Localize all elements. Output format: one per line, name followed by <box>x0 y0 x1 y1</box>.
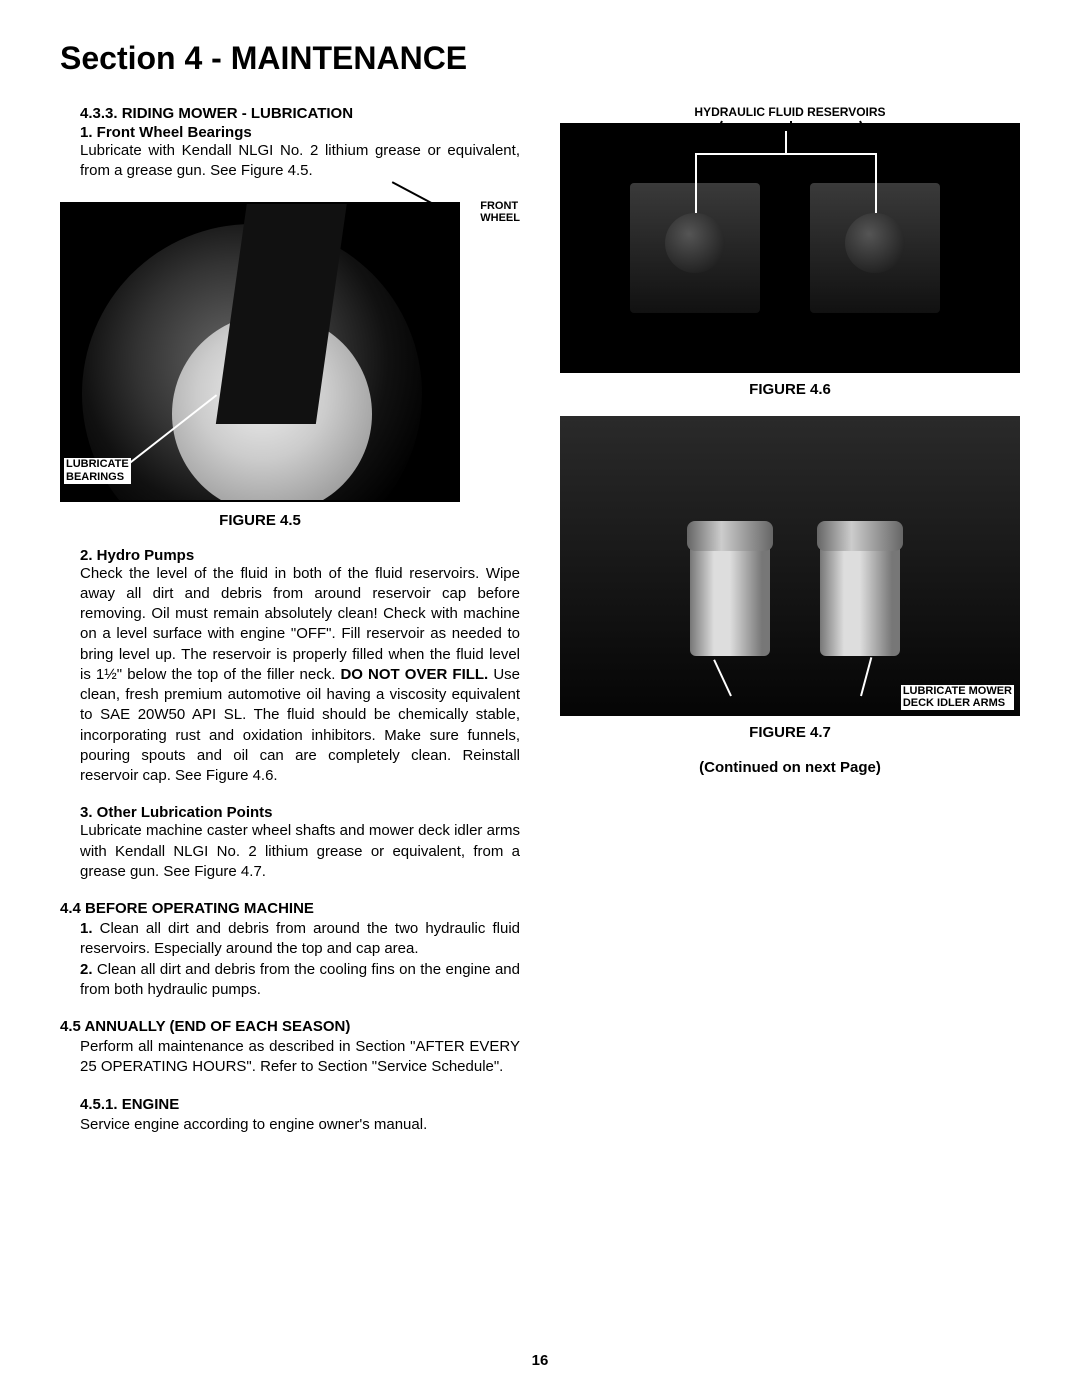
figure-4-6-caption: FIGURE 4.6 <box>560 381 1020 398</box>
figure-4-5: FRONT WHEEL LUBRICATE BEARINGS <box>60 202 520 502</box>
figure-4-5-photo <box>60 202 460 502</box>
subheading-front-wheel: 1. Front Wheel Bearings <box>80 124 520 141</box>
figure-4-6-photo <box>560 123 1020 373</box>
heading-4-3-3: 4.3.3. RIDING MOWER - LUBRICATION <box>80 105 520 122</box>
step-1-number: 1. <box>80 920 93 937</box>
hydro-text-b: Use clean, fresh premium automotive oil … <box>80 666 520 784</box>
hydro-text-bold: DO NOT OVER FILL. <box>340 666 488 683</box>
paragraph-4-5: Perform all maintenance as described in … <box>80 1037 520 1078</box>
subheading-hydro-pumps: 2. Hydro Pumps <box>80 547 520 564</box>
heading-4-5: 4.5 ANNUALLY (END OF EACH SEASON) <box>60 1018 520 1035</box>
figure-4-7-wrap: LUBRICATE MOWER DECK IDLER ARMS <box>560 416 1020 716</box>
paragraph-front-wheel: Lubricate with Kendall NLGI No. 2 lithiu… <box>80 141 520 182</box>
step-2-text: Clean all dirt and debris from the cooli… <box>80 961 520 998</box>
figure-4-7-photo: LUBRICATE MOWER DECK IDLER ARMS <box>560 416 1020 716</box>
subheading-other-lubrication: 3. Other Lubrication Points <box>80 804 520 821</box>
paragraph-4-4-2: 2. Clean all dirt and debris from the co… <box>80 960 520 1001</box>
figure-4-7-caption: FIGURE 4.7 <box>560 724 1020 741</box>
continued-note: (Continued on next Page) <box>560 759 1020 776</box>
heading-4-5-1: 4.5.1. ENGINE <box>80 1096 520 1113</box>
content-columns: 4.3.3. RIDING MOWER - LUBRICATION 1. Fro… <box>60 105 1020 1135</box>
heading-4-4: 4.4 BEFORE OPERATING MACHINE <box>60 900 520 917</box>
figure-4-6-wrap <box>560 123 1020 373</box>
figure-4-5-label-lubricate: LUBRICATE BEARINGS <box>64 458 131 483</box>
left-column: 4.3.3. RIDING MOWER - LUBRICATION 1. Fro… <box>60 105 520 1135</box>
figure-4-6-top-label: HYDRAULIC FLUID RESERVOIRS <box>560 105 1020 119</box>
paragraph-hydro-pumps: Check the level of the fluid in both of … <box>80 564 520 787</box>
figure-4-5-label-front-wheel: FRONT WHEEL <box>478 200 522 225</box>
figure-4-5-caption: FIGURE 4.5 <box>60 512 460 529</box>
step-1-text: Clean all dirt and debris from around th… <box>80 920 520 957</box>
right-column: HYDRAULIC FLUID RESERVOIRS FIGURE 4.6 <box>560 105 1020 1135</box>
figure-4-7-label: LUBRICATE MOWER DECK IDLER ARMS <box>901 685 1014 710</box>
page-title: Section 4 - MAINTENANCE <box>60 40 1020 77</box>
paragraph-4-4-1: 1. Clean all dirt and debris from around… <box>80 919 520 960</box>
step-2-number: 2. <box>80 961 93 978</box>
paragraph-4-5-1: Service engine according to engine owner… <box>80 1115 520 1135</box>
paragraph-other-lubrication: Lubricate machine caster wheel shafts an… <box>80 821 520 882</box>
page-number: 16 <box>532 1352 549 1369</box>
